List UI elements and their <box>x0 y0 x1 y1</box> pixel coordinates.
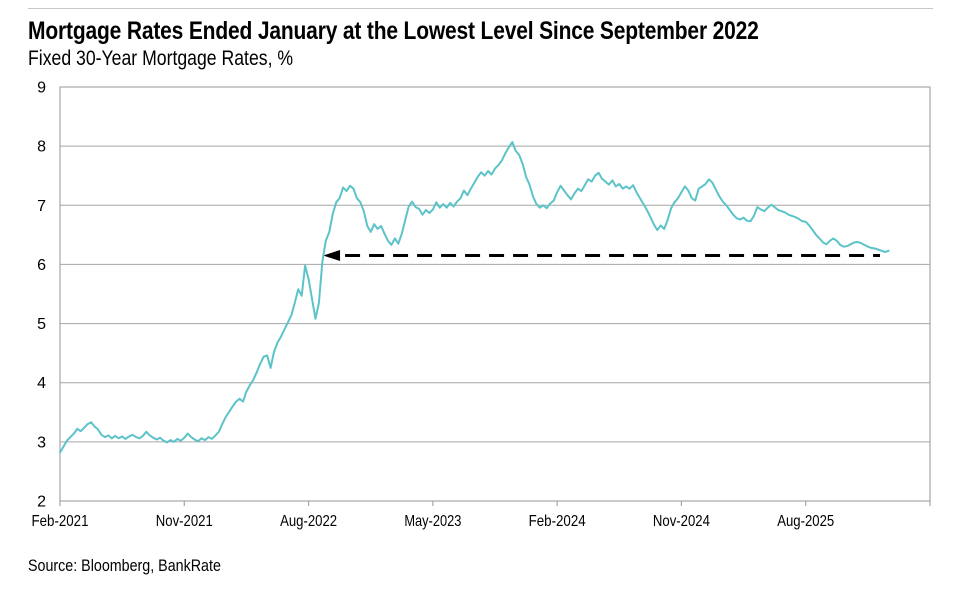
y-axis-label: 5 <box>37 316 46 333</box>
x-axis-label: Nov-2024 <box>653 513 710 530</box>
source-note: Source: Bloomberg, BankRate <box>28 556 221 575</box>
chart-title: Mortgage Rates Ended January at the Lowe… <box>28 17 759 45</box>
y-axis-label: 3 <box>37 434 46 451</box>
x-axis-label: Nov-2021 <box>156 513 213 530</box>
x-axis-label: Aug-2025 <box>777 513 834 530</box>
y-axis-label: 6 <box>37 257 46 274</box>
y-axis-label: 2 <box>37 494 46 511</box>
y-axis-label: 4 <box>37 375 46 392</box>
plot-border <box>59 86 931 502</box>
mortgage-rate-line <box>59 141 890 454</box>
x-axis-label: May-2023 <box>404 513 461 530</box>
y-axis-label: 8 <box>37 139 46 156</box>
chart-subtitle: Fixed 30-Year Mortgage Rates, % <box>28 47 294 70</box>
y-axis-label: 9 <box>37 80 46 97</box>
x-axis-label: Aug-2022 <box>280 513 337 530</box>
y-axis-label: 7 <box>37 198 46 215</box>
x-axis-label: Feb-2024 <box>529 513 586 530</box>
top-rule <box>28 8 933 9</box>
x-axis-label: Feb-2021 <box>32 513 89 530</box>
arrow-left-icon <box>323 250 341 262</box>
